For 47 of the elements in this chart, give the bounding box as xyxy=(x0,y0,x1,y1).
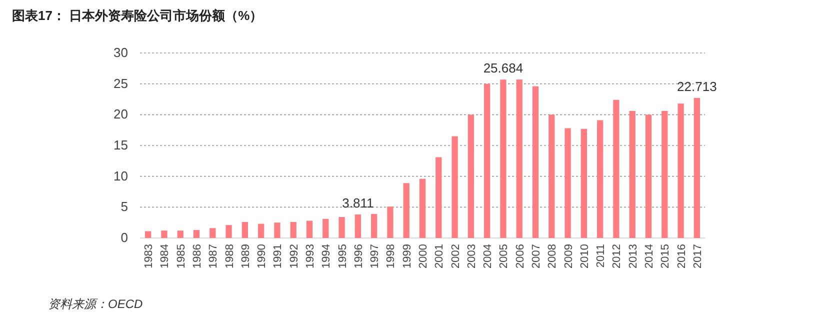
x-tick-label: 2016 xyxy=(676,244,688,268)
x-tick-label: 2003 xyxy=(466,244,478,268)
x-tick-label: 1990 xyxy=(256,244,268,268)
y-tick-label: 20 xyxy=(114,106,128,122)
text: 资料来源：OECD xyxy=(48,297,144,311)
x-tick-label: 2014 xyxy=(644,244,656,268)
x-tick-label: 2017 xyxy=(692,244,704,268)
data-label: 25.684 xyxy=(483,60,524,76)
x-tick-label: 2010 xyxy=(578,244,591,268)
x-tick-label: 2007 xyxy=(530,244,542,268)
x-tick-label: 1992 xyxy=(288,244,300,268)
y-tick-label: 25 xyxy=(114,76,128,91)
x-tick-label: 1995 xyxy=(336,244,349,268)
y-tick-label: 15 xyxy=(114,138,128,152)
x-tick-label: 1983 xyxy=(143,244,156,268)
x-tick-label: 1998 xyxy=(385,244,398,268)
x-tick-label: 2006 xyxy=(514,244,526,268)
y-tick-label: 30 xyxy=(114,45,128,60)
y-tick-label: 5 xyxy=(120,199,128,214)
x-tick-label: 2009 xyxy=(562,244,575,268)
y-tick-label: 10 xyxy=(114,168,128,184)
x-tick-label: 2013 xyxy=(627,244,640,268)
x-tick-label: 1997 xyxy=(369,244,382,268)
x-tick-label: 1991 xyxy=(272,244,284,268)
data-label: 3.811 xyxy=(342,196,374,210)
x-tick-label: 2001 xyxy=(434,244,446,268)
x-tick-label: 1986 xyxy=(192,244,204,268)
x-tick-label: 1985 xyxy=(175,244,188,268)
x-tick-label: 1989 xyxy=(240,244,252,268)
x-tick-label: 1993 xyxy=(304,244,316,268)
x-tick-label: 2004 xyxy=(482,244,494,268)
x-tick-label: 1999 xyxy=(401,244,414,268)
x-tick-label: 2011 xyxy=(595,244,608,268)
x-tick-label: 2015 xyxy=(660,244,672,268)
x-tick-label: 1987 xyxy=(208,244,220,268)
x-tick-label: 2002 xyxy=(450,244,462,268)
y-tick-label: 0 xyxy=(120,230,128,245)
x-tick-label: 2000 xyxy=(418,244,430,268)
x-tick-label: 1996 xyxy=(352,244,365,268)
x-tick-label: 1994 xyxy=(320,244,333,268)
data-label: 22.713 xyxy=(677,78,717,94)
x-tick-label: 2008 xyxy=(546,244,559,268)
x-tick-label: 1988 xyxy=(224,244,236,268)
x-tick-label: 2012 xyxy=(611,244,624,268)
x-tick-label: 1984 xyxy=(159,244,172,268)
chart-title: 图表17： 日本外资寿险公司市场份额（%） xyxy=(12,8,263,23)
x-tick-label: 2005 xyxy=(498,244,510,268)
